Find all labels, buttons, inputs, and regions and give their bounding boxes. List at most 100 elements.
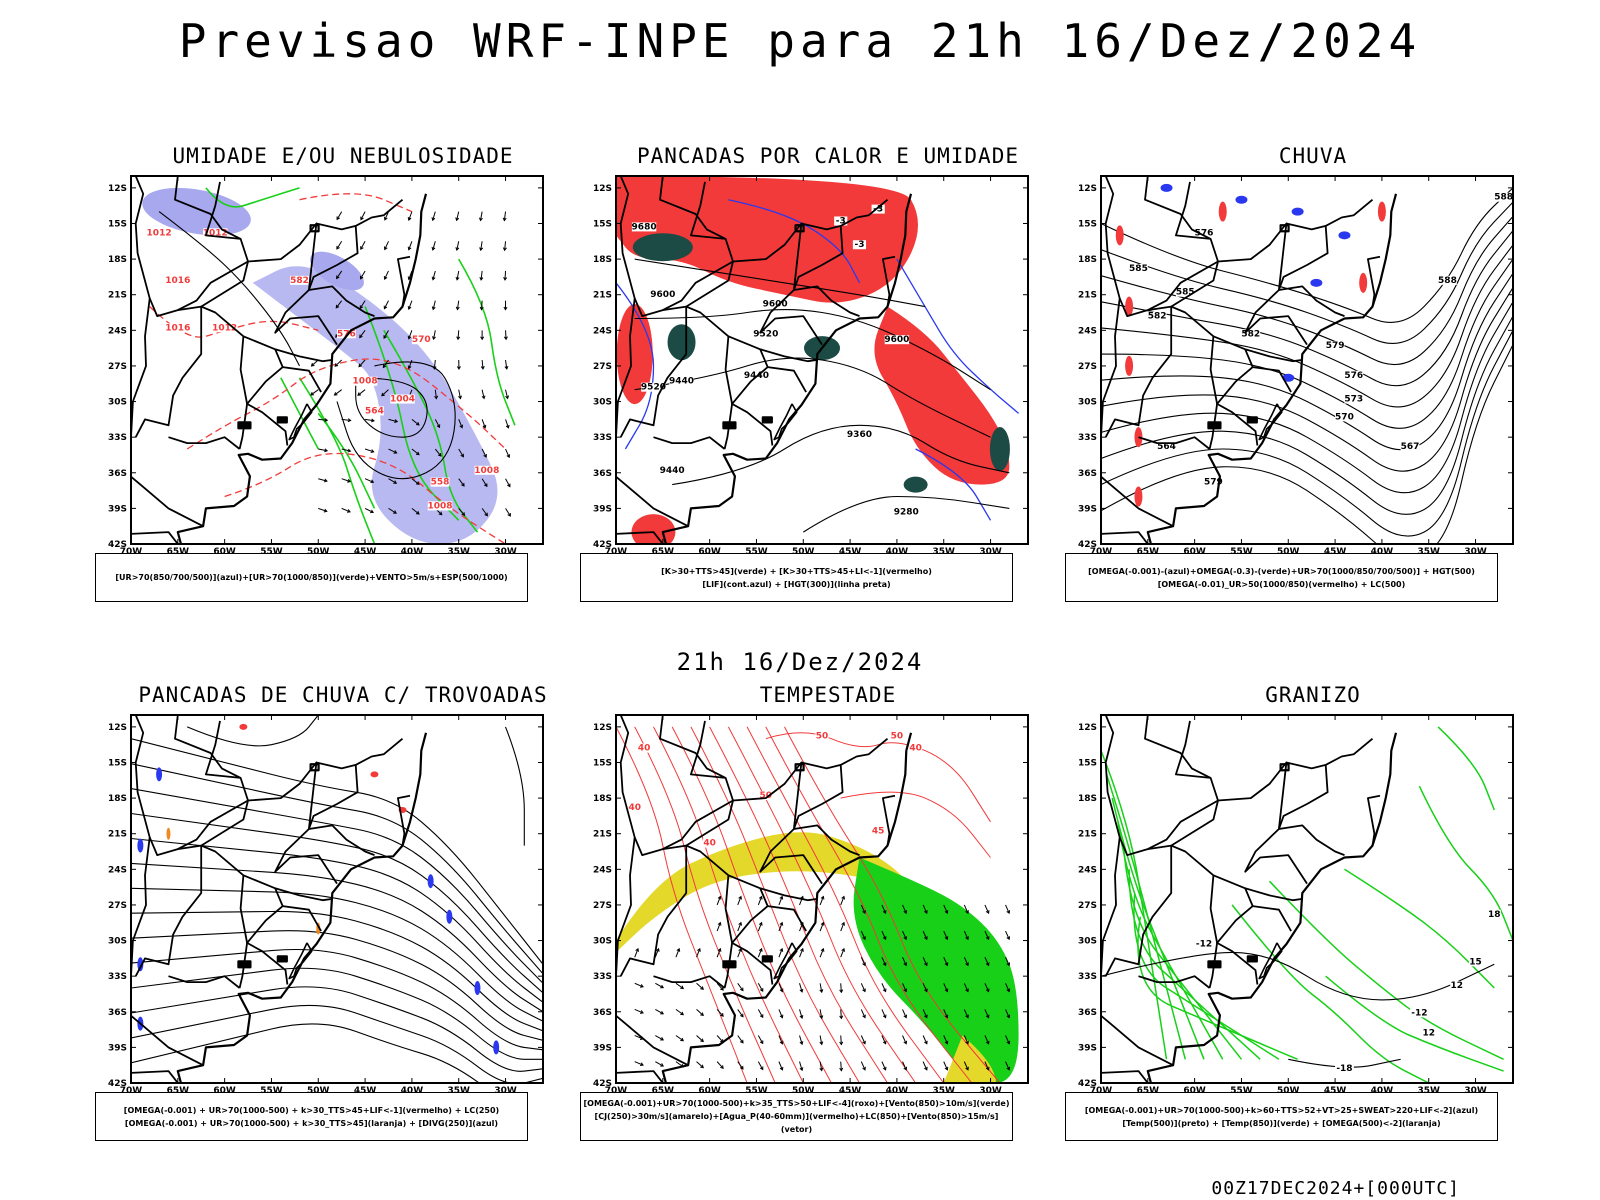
wind-vector <box>943 1035 948 1044</box>
wind-vector-head <box>434 395 439 400</box>
wind-vector-head <box>740 987 744 992</box>
isobar <box>355 377 428 438</box>
lat-label: 36S <box>108 1008 127 1018</box>
wind-vector-head <box>458 395 462 400</box>
contour-label-bg <box>203 228 228 238</box>
jet-250-yellow <box>616 832 909 953</box>
contour-label-bg <box>1147 311 1167 321</box>
state-border <box>1104 845 1173 977</box>
contour-label-bg <box>1400 442 1420 452</box>
lat-label: 15S <box>593 219 612 229</box>
state-border <box>355 199 404 227</box>
wind-vector <box>434 448 442 457</box>
wind-vector <box>357 389 366 396</box>
wind-vector-head <box>432 336 436 341</box>
wind-vector <box>411 448 420 456</box>
legend-line: [OMEGA(-0.001) + UR>70(1000-500) + k>30_… <box>123 1105 500 1115</box>
pw-contour <box>840 791 991 858</box>
lon-label: 40W <box>886 547 909 557</box>
wind-vector-head <box>1006 1014 1011 1019</box>
wind-vector-head <box>660 1063 665 1067</box>
wind-vector <box>737 948 742 958</box>
wind-vector-head <box>841 921 845 926</box>
wind-vector-head <box>841 895 845 900</box>
legend-box: [OMEGA(-0.001)+UR>70(1000-500)+k>35_TTS>… <box>580 1092 1013 1141</box>
wind-vector-head <box>483 454 487 458</box>
hgt-line <box>803 495 1010 533</box>
wind-vector <box>819 983 823 993</box>
green-contour <box>280 377 320 450</box>
wind-850-green <box>853 857 1019 1083</box>
contour-label: 9440 <box>660 466 685 476</box>
wind-vector-head <box>1006 1040 1011 1045</box>
wind-vector <box>318 448 328 452</box>
wind-vector-head <box>903 988 908 993</box>
wind-vector <box>963 1009 969 1018</box>
east-coastline <box>661 193 913 544</box>
wind-vector-head <box>660 1037 665 1041</box>
map-borders <box>131 715 428 1083</box>
wind-vector-head <box>333 392 338 396</box>
east-coastline <box>176 193 428 544</box>
omega-blue-patch <box>1291 207 1304 216</box>
omega-blue-patch <box>1310 278 1323 287</box>
contour-label: 12 <box>1422 1029 1435 1039</box>
wind-vector <box>840 896 845 906</box>
lat-label: 18S <box>593 255 612 265</box>
wind-vector <box>881 956 887 966</box>
lat-label: 39S <box>1078 504 1097 514</box>
panel-title: PANCADAS DE CHUVA C/ TROVOADAS <box>138 683 548 707</box>
wind-vector-head <box>882 1040 887 1045</box>
wind-vector-head <box>323 508 328 513</box>
geopotential-line <box>1101 344 1513 544</box>
wind-vector-head <box>357 392 362 396</box>
wind-vector <box>358 359 366 367</box>
lat-label: 39S <box>1078 1043 1097 1053</box>
state-border <box>247 222 338 346</box>
wind-vector-head <box>985 910 990 915</box>
state-border <box>1104 176 1172 318</box>
wind-vector-head <box>383 216 388 221</box>
wind-vector <box>943 956 948 966</box>
legend-line: [LIF](cont.azul) + [HGT(300)](linha pret… <box>702 579 891 589</box>
wind-vector-head <box>800 947 804 952</box>
lagoa-dos-patos <box>288 942 313 980</box>
wind-vector-head <box>985 1040 990 1045</box>
wind-vector-head <box>502 247 507 252</box>
contour-label: -3 <box>873 205 883 215</box>
contour-label-bg <box>650 290 676 300</box>
wind-vector <box>778 983 783 992</box>
lat-label: 30S <box>593 937 612 947</box>
wind-vector-head <box>944 962 949 967</box>
state-border <box>653 975 726 989</box>
wind-vector-head <box>839 989 844 994</box>
ki-tts-green <box>989 427 1010 472</box>
contour-label: 579 <box>1326 341 1345 351</box>
forecast-map: 40 50 40 50 40 40 50 45 12S 15S 18S 21S 24S 27S 30S 33S… <box>593 714 1029 1096</box>
lat-label: 39S <box>593 504 612 514</box>
panel-tempestade: TEMPESTADE 40 50 40 50 40 40 50 45 12S 15S 18S 21S 24… <box>578 683 1078 1173</box>
state-border <box>274 348 332 363</box>
contour-label: 40 <box>909 744 922 754</box>
contour-label: 45 <box>872 827 885 837</box>
wind-vector <box>963 904 969 914</box>
wind-vector-head <box>903 910 908 915</box>
wind-vector <box>654 948 660 958</box>
legend-line: [Temp(500)](preto) + [Temp(850)](verde) … <box>1122 1118 1441 1128</box>
wind-vector-head <box>415 421 420 426</box>
wind-vector-head <box>862 1014 866 1019</box>
streamline <box>131 837 543 1003</box>
lat-label: 24S <box>593 326 612 336</box>
wind-vector <box>336 211 343 220</box>
wind-vector-head <box>944 1066 949 1071</box>
wind-vector <box>1005 983 1010 992</box>
lake-blob <box>1207 421 1222 430</box>
wind-vector <box>902 930 907 940</box>
state-border <box>619 845 688 977</box>
wind-vector-head <box>965 962 969 967</box>
pw-contour <box>727 726 917 1083</box>
lagoa-dos-patos <box>288 403 313 441</box>
wind-vector-head <box>503 306 508 311</box>
state-border <box>881 255 896 307</box>
lat-label: 33S <box>108 433 127 443</box>
